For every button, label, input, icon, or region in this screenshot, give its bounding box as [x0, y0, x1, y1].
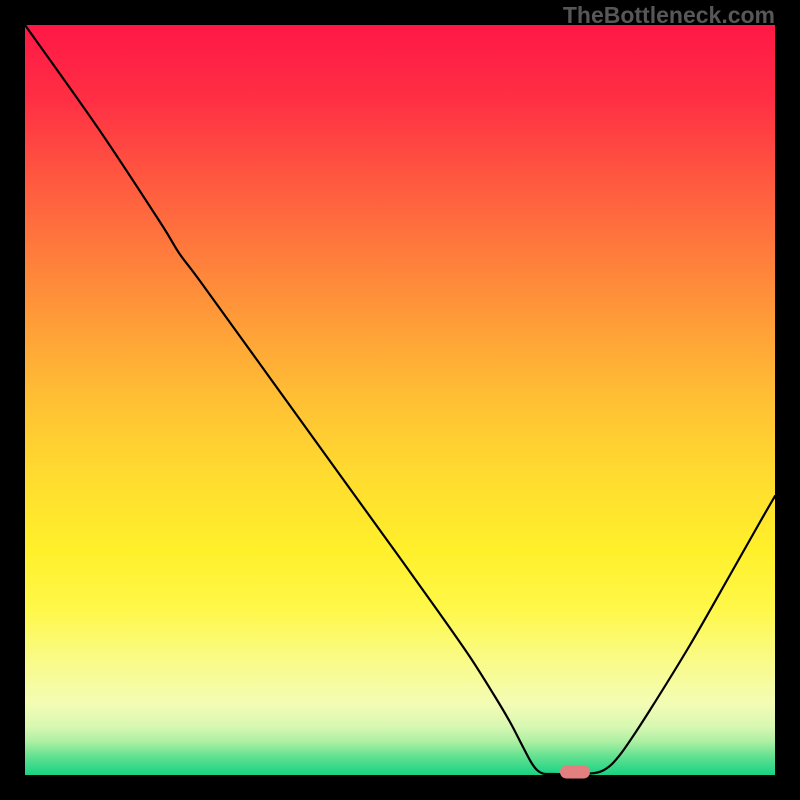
- optimum-marker: [560, 766, 590, 779]
- chart-svg: [0, 0, 800, 800]
- plot-background: [25, 25, 775, 775]
- watermark-text: TheBottleneck.com: [563, 2, 775, 29]
